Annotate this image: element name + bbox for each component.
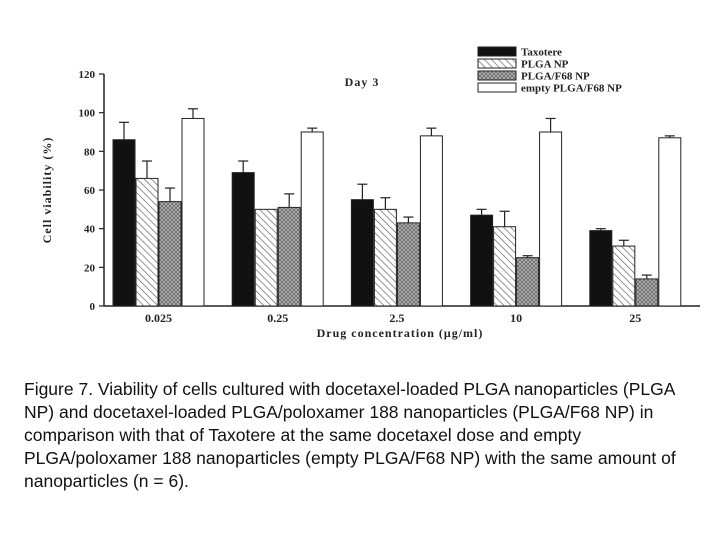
chart-bars [112,108,682,307]
bar [589,230,613,307]
x-axis-title: Drug concentration (μg/ml) [317,326,484,340]
x-tick-label: 2.5 [389,311,404,325]
legend-label: Taxotere [521,47,562,59]
y-axis-title: Cell viability (%) [40,137,54,244]
bar [658,137,682,307]
bar [612,245,636,307]
bar [254,208,278,307]
y-tick-label: 20 [84,262,96,274]
y-tick-label: 120 [79,69,96,81]
x-tick-label: 0.025 [145,311,172,325]
bar [231,172,255,307]
legend-swatch [477,46,517,57]
x-tick-label: 0.25 [267,311,288,325]
legend-swatch [477,82,517,93]
bar [373,208,397,307]
bar [635,278,659,307]
y-tick-label: 40 [84,224,96,236]
bar [419,135,443,307]
bar [300,131,324,307]
legend-swatch [477,70,517,81]
legend-label: PLGA NP [521,59,569,71]
y-tick-label: 80 [84,146,96,158]
bar [539,131,563,307]
bar [470,214,494,307]
bar [277,206,301,307]
bar [396,222,420,307]
bar [181,117,205,307]
bar [516,257,540,307]
y-tick-label: 100 [79,108,96,120]
chart-title: Day 3 [345,75,380,89]
y-tick-label: 0 [90,301,96,313]
legend-swatch [477,58,517,69]
figure-caption: Figure 7. Viability of cells cultured wi… [24,379,676,491]
x-tick-label: 10 [510,311,522,325]
bar [350,199,374,307]
x-tick-label: 25 [629,311,641,325]
bar [158,201,182,307]
legend-label: PLGA/F68 NP [521,71,590,83]
bar-chart: 0 20 40 60 80 100 120 0.025 0.25 2.5 10 25 Taxotere… [40,46,700,340]
bar [112,139,136,307]
y-tick-label: 60 [84,185,96,197]
bar [135,177,159,307]
legend-label: empty PLGA/F68 NP [521,83,622,95]
bar [493,226,517,307]
